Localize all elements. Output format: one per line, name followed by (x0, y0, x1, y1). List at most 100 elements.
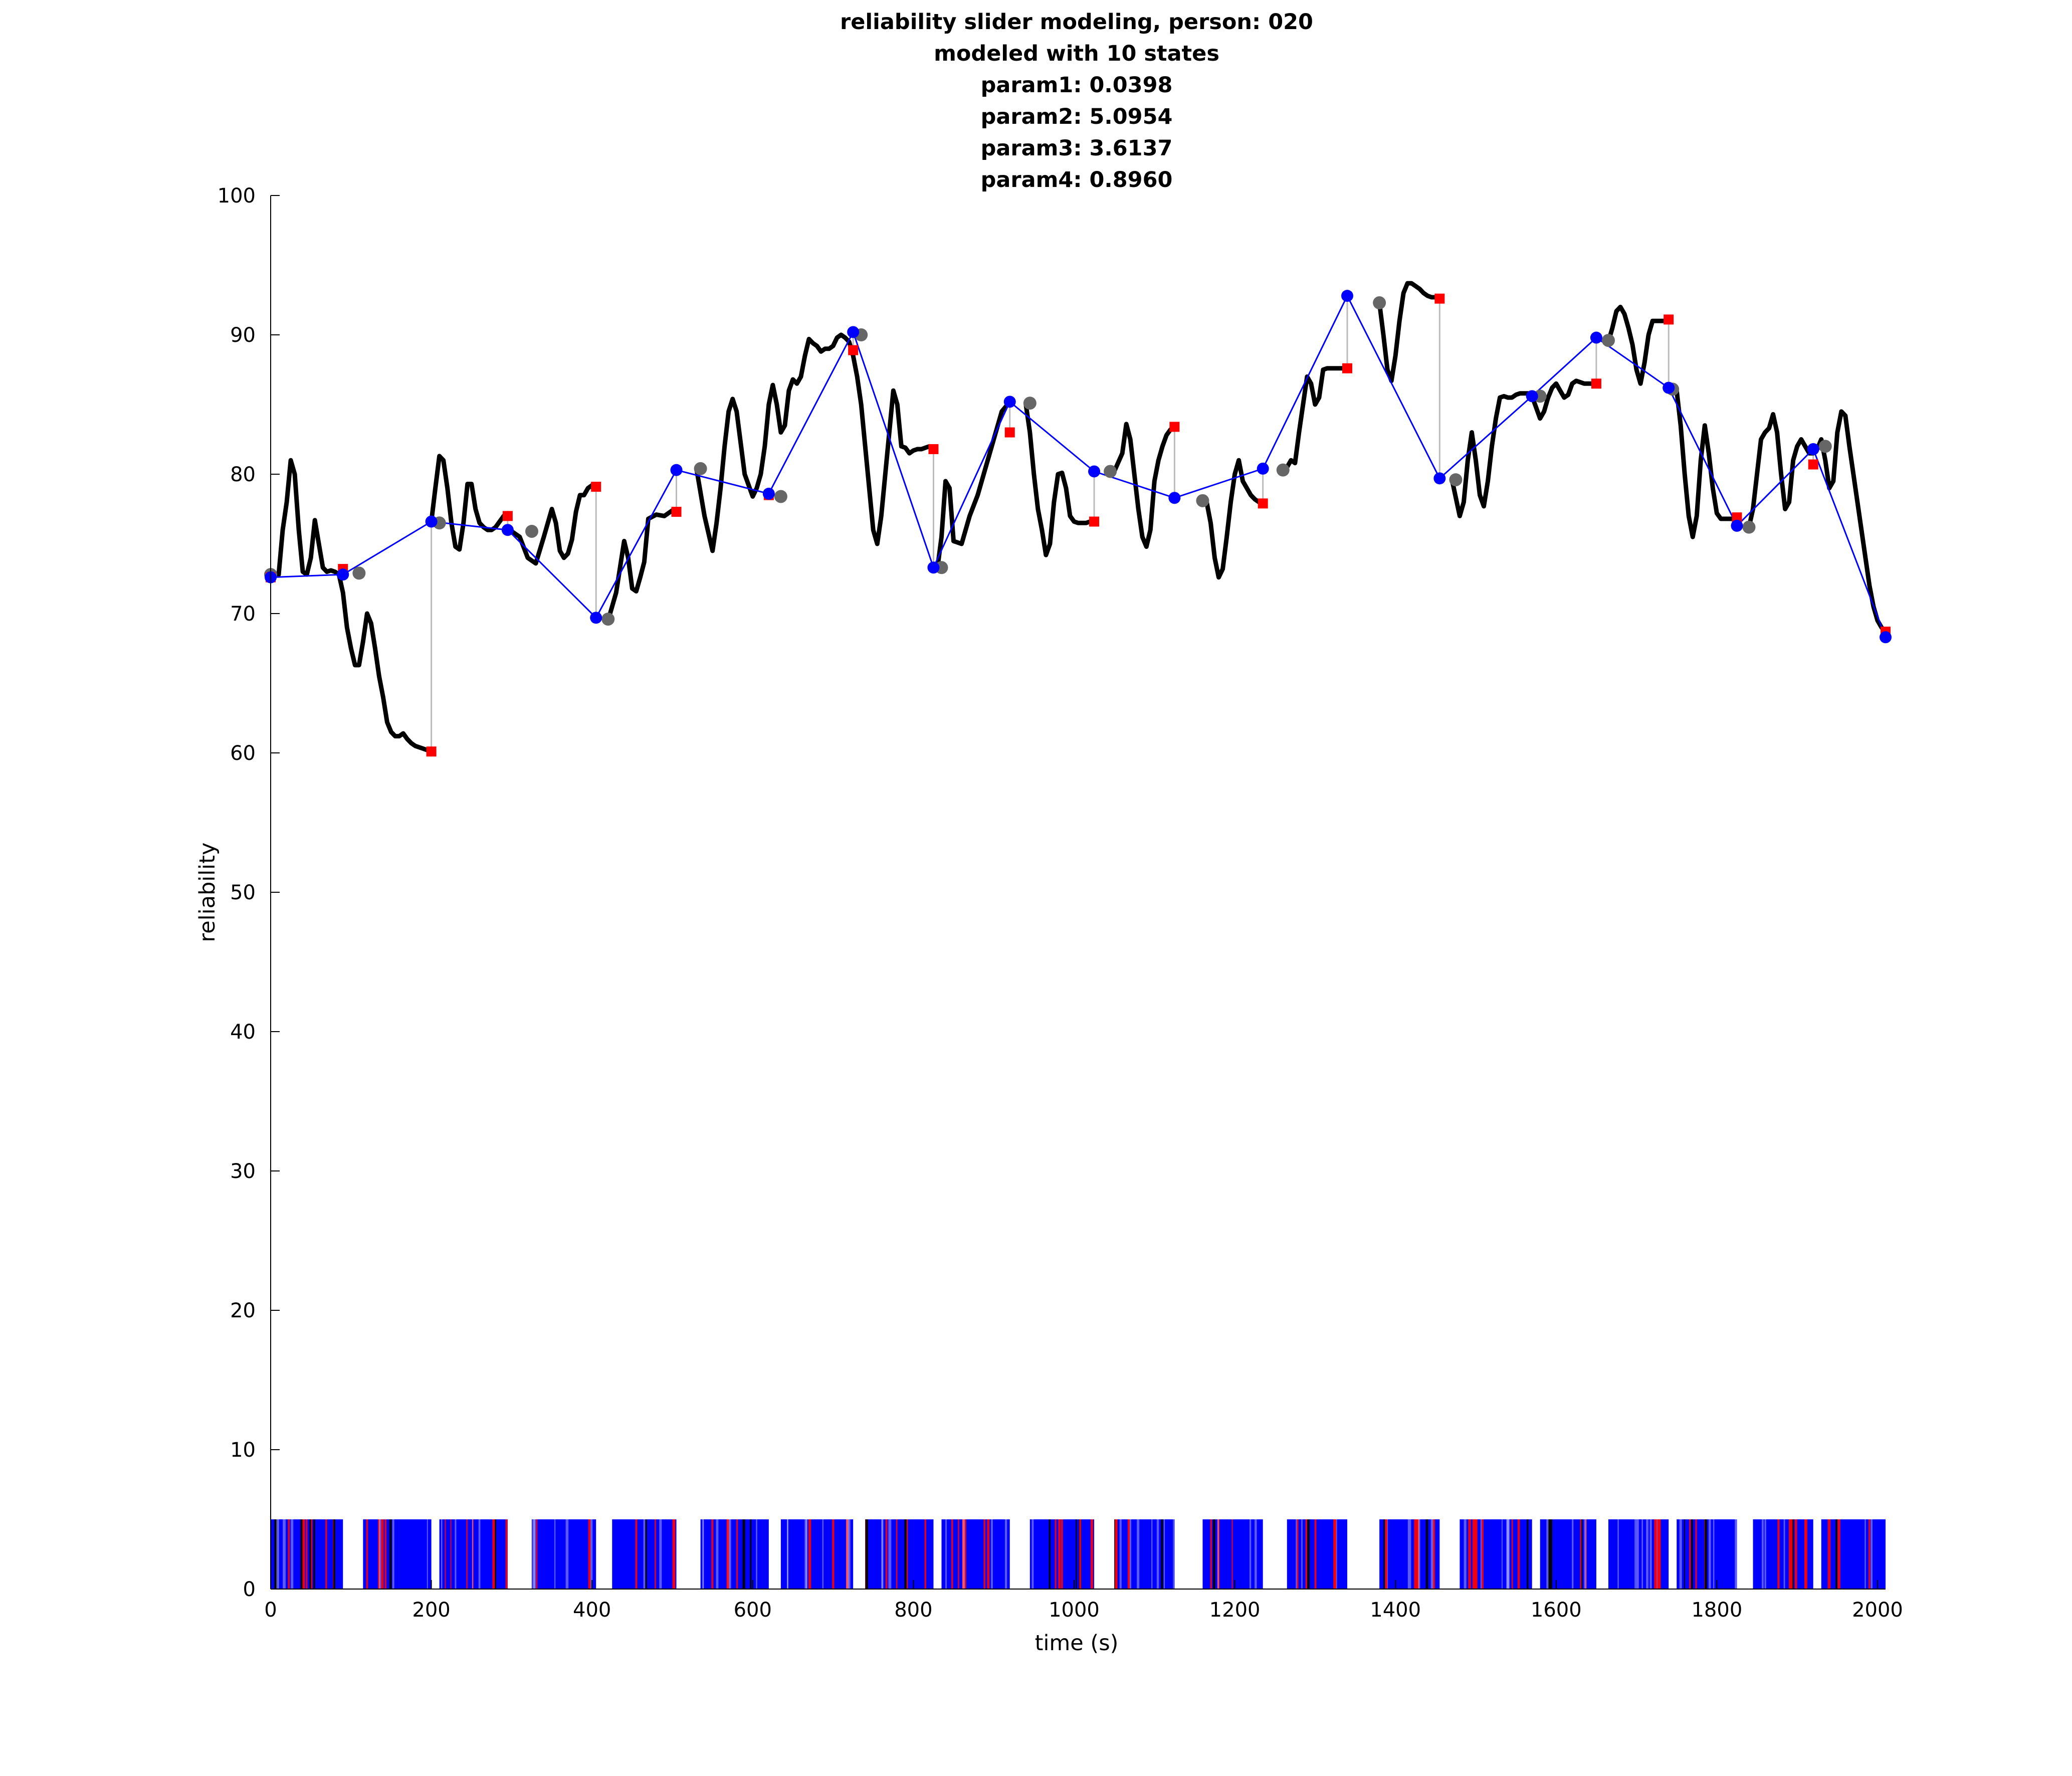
event-bar-stripe (1432, 1519, 1435, 1589)
event-bar-stripe (805, 1519, 807, 1589)
observed-point (1434, 293, 1445, 304)
event-bar-stripe (300, 1519, 303, 1589)
observed-point (1732, 512, 1742, 523)
event-bar-stripe (1646, 1519, 1649, 1589)
event-bar-stripe (1649, 1519, 1652, 1589)
slider-segment (1449, 378, 1599, 518)
event-bar-stripe (945, 1519, 947, 1589)
y-tick-label: 90 (230, 324, 256, 347)
event-bar-stripe (276, 1519, 279, 1589)
x-tick-label: 2000 (1852, 1599, 1903, 1622)
event-bar-stripe (1058, 1519, 1061, 1589)
event-bar-stripe (1314, 1519, 1317, 1589)
event-bar-segment (363, 1519, 432, 1589)
event-bar-stripe (392, 1519, 394, 1589)
gray-point (1023, 397, 1037, 410)
slider-segment (1606, 304, 1671, 386)
model-point (1590, 331, 1602, 344)
event-bar-stripe (962, 1519, 965, 1589)
model-point (1807, 443, 1819, 455)
x-tick-label: 400 (573, 1599, 611, 1622)
gray-point (1818, 440, 1832, 453)
event-bar-stripe (505, 1519, 508, 1589)
observed-point (1664, 314, 1674, 325)
event-bar-stripe (881, 1519, 883, 1589)
event-bar-stripe (455, 1519, 457, 1589)
event-bar-stripe (924, 1519, 926, 1589)
event-bar-stripe (832, 1519, 835, 1589)
event-bar-stripe (1526, 1519, 1529, 1589)
event-bar-stripe (1691, 1519, 1693, 1589)
model-points (265, 290, 1892, 644)
event-bar-stripe (1517, 1519, 1520, 1589)
event-bar-stripe (1217, 1519, 1220, 1589)
event-bar-stripe (1654, 1519, 1657, 1589)
event-bar-stripe (1550, 1519, 1553, 1589)
model-point (1003, 396, 1016, 408)
x-tick-label: 1400 (1370, 1599, 1421, 1622)
event-bar-stripe (445, 1519, 446, 1589)
model-point (670, 464, 683, 476)
event-bar-stripe (472, 1519, 474, 1589)
observed-point (1004, 427, 1015, 438)
model-point (337, 568, 349, 581)
model-point (1257, 462, 1269, 475)
event-bar-stripe (1425, 1519, 1428, 1589)
gray-points (264, 296, 1832, 626)
event-bar-stripe (306, 1519, 308, 1589)
event-bar-stripe (450, 1519, 452, 1589)
event-bar-stripe (1213, 1519, 1215, 1589)
y-tick-label: 10 (230, 1439, 256, 1462)
event-bar-stripe (1506, 1519, 1509, 1589)
event-bar-stripe (1585, 1519, 1587, 1589)
title-line-4: param2: 5.0954 (981, 104, 1173, 129)
event-bar-stripe (711, 1519, 714, 1589)
y-tick-label: 0 (243, 1578, 256, 1601)
event-bar-segment (780, 1519, 854, 1589)
x-tick-label: 1000 (1049, 1599, 1100, 1622)
event-bar-stripe (702, 1519, 704, 1589)
observed-point (928, 444, 939, 454)
slider-segment (268, 458, 434, 754)
event-bar-stripe (1249, 1519, 1252, 1589)
event-bar-stripe (736, 1519, 738, 1589)
event-bar-stripe (302, 1519, 305, 1589)
event-bar-stripe (756, 1519, 757, 1589)
x-axis-label: time (s) (1035, 1631, 1119, 1656)
event-bar-stripe (1210, 1519, 1212, 1589)
event-bar-stripe (1472, 1519, 1475, 1589)
event-bar-stripe (896, 1519, 898, 1589)
event-bar-stripe (645, 1519, 647, 1589)
event-bar-stripe (1794, 1519, 1797, 1589)
model-point (1088, 465, 1101, 478)
model-point (927, 561, 940, 574)
y-tick-label: 50 (230, 881, 256, 904)
event-bar-stripe (1636, 1519, 1639, 1589)
event-bar-stripe (726, 1519, 728, 1589)
event-bar-stripe (848, 1519, 851, 1589)
event-bar-stripe (309, 1519, 311, 1589)
event-bar-stripe (565, 1519, 569, 1589)
event-bar-stripe (1581, 1519, 1583, 1589)
event-bar-stripe (1055, 1519, 1057, 1589)
event-bar-stripe (1837, 1519, 1840, 1589)
event-bar-segment (865, 1519, 934, 1589)
event-bar-segment (700, 1519, 769, 1589)
event-bar-stripe (991, 1519, 993, 1589)
event-bar-stripe (904, 1519, 907, 1589)
y-tick-label: 70 (230, 603, 256, 626)
event-bar-stripe (702, 1519, 704, 1589)
event-bar-stripe (787, 1519, 788, 1589)
event-bar-segment (531, 1519, 596, 1589)
event-bar-stripe (532, 1519, 535, 1589)
event-bar-stripe (1708, 1519, 1711, 1589)
event-bar-stripe (1418, 1519, 1420, 1589)
event-bar-stripe (750, 1519, 752, 1589)
chart-title: reliability slider modeling, person: 020… (840, 10, 1313, 192)
event-bar-stripe (1679, 1519, 1682, 1589)
event-bar-stripe (533, 1519, 536, 1589)
event-bar-stripe (1617, 1519, 1619, 1589)
event-bar-stripe (655, 1519, 656, 1589)
gray-point (1196, 494, 1209, 507)
event-bar-stripe (635, 1519, 638, 1589)
